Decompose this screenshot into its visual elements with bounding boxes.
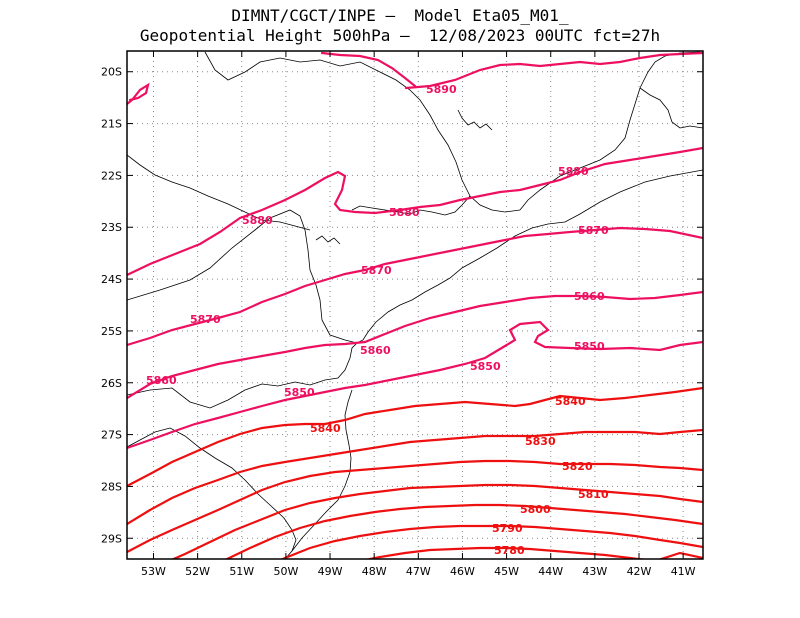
- contour-label-5780: 5780: [494, 544, 525, 557]
- y-tick-label: 23S: [101, 221, 122, 234]
- contours-magenta: [127, 51, 703, 450]
- x-tick-label: 50W: [273, 565, 298, 578]
- contour-label-5810: 5810: [578, 488, 609, 501]
- y-tick-label: 22S: [101, 169, 122, 182]
- contour-label-5870-c: 5870: [578, 224, 609, 237]
- contour-label-5890: 5890: [426, 83, 457, 96]
- contour-label-5850-b: 5850: [470, 360, 501, 373]
- y-tick-label: 20S: [101, 66, 122, 79]
- contour-label-5850-a: 5850: [284, 386, 315, 399]
- contour-label-5870-a: 5870: [190, 313, 221, 326]
- grid-lines: [127, 51, 703, 559]
- x-tick-label: 47W: [406, 565, 431, 578]
- x-tick-label: 48W: [362, 565, 387, 578]
- contour-label-5880-c: 5880: [558, 165, 589, 178]
- x-tick-label: 45W: [494, 565, 519, 578]
- contour-label-5860-b: 5860: [360, 344, 391, 357]
- chart-title-line2: Geopotential Height 500hPa — 12/08/2023 …: [139, 26, 661, 45]
- contour-label-5870-b: 5870: [361, 264, 392, 277]
- coastline: [127, 51, 703, 559]
- contour-label-5880-a: 5880: [242, 214, 273, 227]
- x-tick-label: 44W: [538, 565, 563, 578]
- contour-label-5840-b: 5840: [555, 395, 586, 408]
- contour-label-5880-b: 5880: [389, 206, 420, 219]
- contour-label-5840-a: 5840: [310, 422, 341, 435]
- y-tick-label: 21S: [101, 118, 122, 131]
- y-tick-label: 27S: [101, 429, 122, 442]
- contour-label-5820: 5820: [562, 460, 593, 473]
- y-tick-label: 26S: [101, 377, 122, 390]
- axis-ticks: 53W 52W 51W 50W 49W 48W 47W 46W 45W 44W 43W 42W 41W 2…: [101, 51, 703, 578]
- y-tick-label: 24S: [101, 273, 122, 286]
- x-tick-label: 53W: [141, 565, 166, 578]
- x-tick-label: 41W: [671, 565, 696, 578]
- y-tick-label: 25S: [101, 325, 122, 338]
- contour-label-5790: 5790: [492, 522, 523, 535]
- x-tick-label: 46W: [450, 565, 475, 578]
- contour-labels: 5890 5880 5880 5880 5870 5870 5870 5860 …: [146, 83, 609, 557]
- contour-label-5830: 5830: [525, 435, 556, 448]
- contours-red: [127, 386, 703, 559]
- x-tick-label: 51W: [229, 565, 254, 578]
- plot-frame: [126, 50, 704, 560]
- x-tick-label: 49W: [318, 565, 343, 578]
- contour-label-5800: 5800: [520, 503, 551, 516]
- y-tick-label: 28S: [101, 480, 122, 493]
- chart-title-line1: DIMNT/CGCT/INPE — Model Eta05_M01_: [231, 6, 569, 25]
- contour-label-5850-c: 5850: [574, 340, 605, 353]
- contour-label-5860-a: 5860: [146, 374, 177, 387]
- x-tick-label: 52W: [185, 565, 210, 578]
- x-tick-label: 42W: [627, 565, 652, 578]
- contour-label-5860-c: 5860: [574, 290, 605, 303]
- x-tick-label: 43W: [582, 565, 607, 578]
- y-tick-label: 29S: [101, 532, 122, 545]
